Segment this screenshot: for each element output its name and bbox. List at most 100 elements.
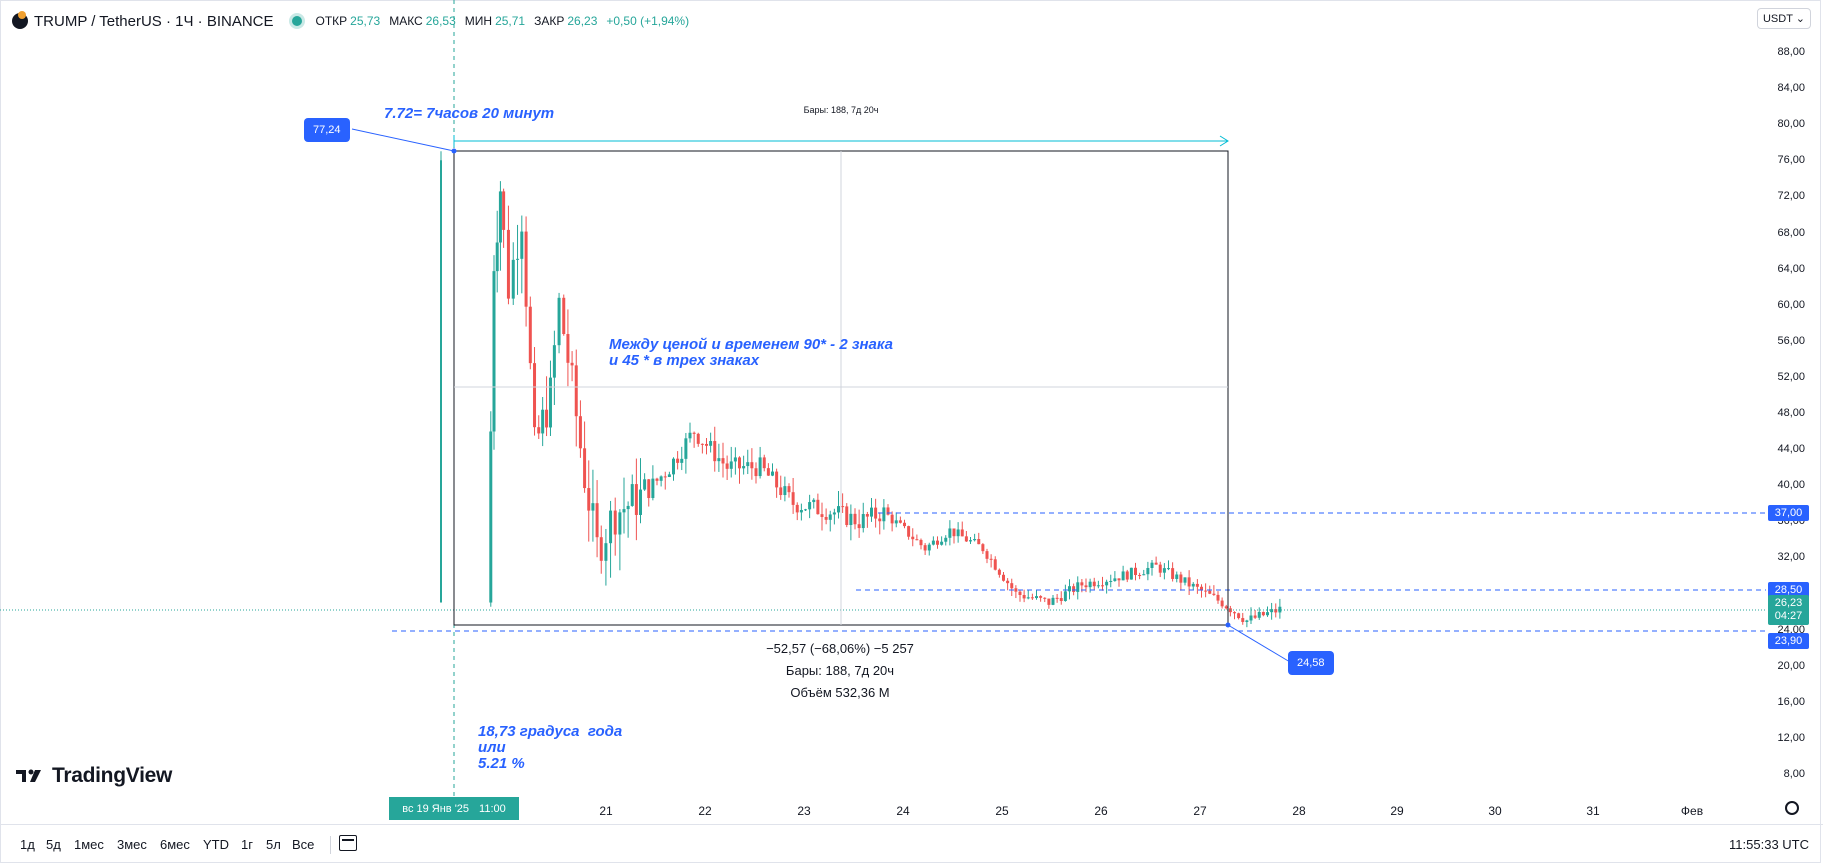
time-tick: Фев [1680, 804, 1704, 818]
candle-body [1183, 577, 1187, 583]
close-label: ЗАКР [534, 14, 565, 28]
angle-note[interactable]: Между ценой и временем 90* - 2 знака и 4… [609, 336, 894, 369]
candle-body [1018, 591, 1022, 596]
symbol-title[interactable]: TRUMP / TetherUS · 1Ч · BINANCE [34, 12, 274, 30]
range-button-1г[interactable]: 1г [241, 837, 253, 852]
candle-body [651, 478, 655, 499]
candle-body [1105, 581, 1109, 586]
bottom-toolbar: 1д 5д 1мес 3мес 6мес YTD 1г 5л Все 11:55:33 UTC [0, 824, 1823, 865]
candle-body [516, 258, 520, 260]
candle-body [1109, 580, 1113, 582]
calendar-icon[interactable] [339, 835, 357, 851]
degree-note[interactable]: 18,73 градуса года или 5.21 % [478, 723, 623, 772]
range-button-3мес[interactable]: 3мес [117, 837, 147, 852]
candle-body [545, 409, 549, 428]
range-button-6мес[interactable]: 6мес [160, 837, 190, 852]
candle-body [1051, 597, 1055, 605]
candle-body [1171, 568, 1175, 579]
tradingview-logo[interactable]: TradingView [16, 764, 172, 788]
candle-body [1076, 582, 1080, 592]
candle-body [981, 544, 985, 552]
candle-body [729, 461, 733, 469]
time-note[interactable]: 7.72= 7часов 20 минут [384, 105, 555, 122]
currency-select[interactable]: USDT ⌄ [1756, 8, 1811, 29]
candle-body [1117, 578, 1121, 581]
candle-body [684, 438, 688, 459]
range-button-Все[interactable]: Все [292, 837, 315, 852]
ruler-bars: Бары: 188, 7д 20ч [785, 663, 895, 678]
candle-body [1101, 585, 1104, 587]
candle-body [1237, 613, 1241, 619]
candle-body [936, 540, 939, 545]
low-label: МИН [464, 14, 493, 28]
candle-body [837, 506, 840, 513]
toolbar-divider [330, 836, 331, 854]
candle-body [537, 427, 541, 434]
candle-body [1204, 590, 1208, 592]
candle-body [639, 489, 642, 515]
candle-body [1253, 615, 1257, 618]
candle-body [804, 509, 807, 511]
candle-body [940, 541, 944, 545]
candle-body [1270, 609, 1274, 613]
candle-body [1266, 612, 1269, 616]
candle-body [1175, 574, 1179, 579]
time-tick: 30 [1488, 804, 1502, 818]
candle-body [492, 271, 496, 432]
range-button-YTD[interactable]: YTD [203, 837, 229, 852]
candle-body [890, 514, 894, 524]
utc-clock[interactable]: 11:55:33 UTC [1729, 837, 1809, 852]
settings-icon[interactable] [1785, 801, 1799, 815]
candle-body [1080, 582, 1084, 586]
candle-body [812, 499, 816, 503]
candle-body [495, 242, 499, 272]
bar-countdown: 04:27 [1774, 610, 1803, 622]
candle-body [849, 513, 853, 526]
candle-body [528, 306, 532, 364]
candle-body [742, 466, 746, 469]
price-bubble-high[interactable]: 77,24 [304, 118, 350, 142]
candle-body [655, 478, 659, 481]
candle-body [440, 160, 442, 603]
candle-body [973, 539, 977, 541]
candle-body [520, 231, 524, 259]
candle-body [1220, 600, 1224, 607]
low-value: 25,71 [495, 14, 526, 28]
candle-body [506, 229, 510, 299]
candle-body [1026, 597, 1030, 599]
tradingview-name: TradingView [52, 764, 173, 787]
candle-body [948, 528, 952, 538]
range-button-5д[interactable]: 5д [46, 837, 61, 852]
range-button-1д[interactable]: 1д [20, 837, 35, 852]
candle-body [997, 569, 1001, 575]
range-button-1мес[interactable]: 1мес [74, 837, 104, 852]
range-button-5л[interactable]: 5л [266, 837, 281, 852]
open-label: ОТКР [315, 14, 348, 28]
candle-body [1179, 574, 1183, 583]
candle-body [1039, 596, 1043, 598]
crosshair-date-tag: вс 19 Янв '25 11:00 [389, 797, 519, 820]
time-tick: 24 [896, 804, 910, 818]
crosshair-time: 11:00 [479, 802, 506, 815]
candle-body [663, 476, 667, 478]
candle-body [1146, 567, 1150, 575]
candle-body [828, 514, 832, 520]
candle-body [1200, 586, 1203, 591]
candle-body [1043, 597, 1047, 599]
price-bubble-low[interactable]: 24,58 [1288, 651, 1334, 675]
candle-body [1187, 577, 1191, 587]
time-tick: 28 [1292, 804, 1306, 818]
candle-body [919, 539, 923, 546]
time-tick: 23 [797, 804, 811, 818]
candle-body [762, 457, 766, 469]
candle-body [1047, 598, 1051, 605]
candle-body [1030, 597, 1034, 599]
candle-body [680, 458, 684, 463]
candle-body [738, 457, 741, 469]
candle-body [1059, 598, 1063, 601]
candle-body [960, 529, 964, 537]
callout-line-low [1227, 624, 1291, 663]
candle-body [853, 513, 857, 525]
candle-body [489, 431, 493, 603]
